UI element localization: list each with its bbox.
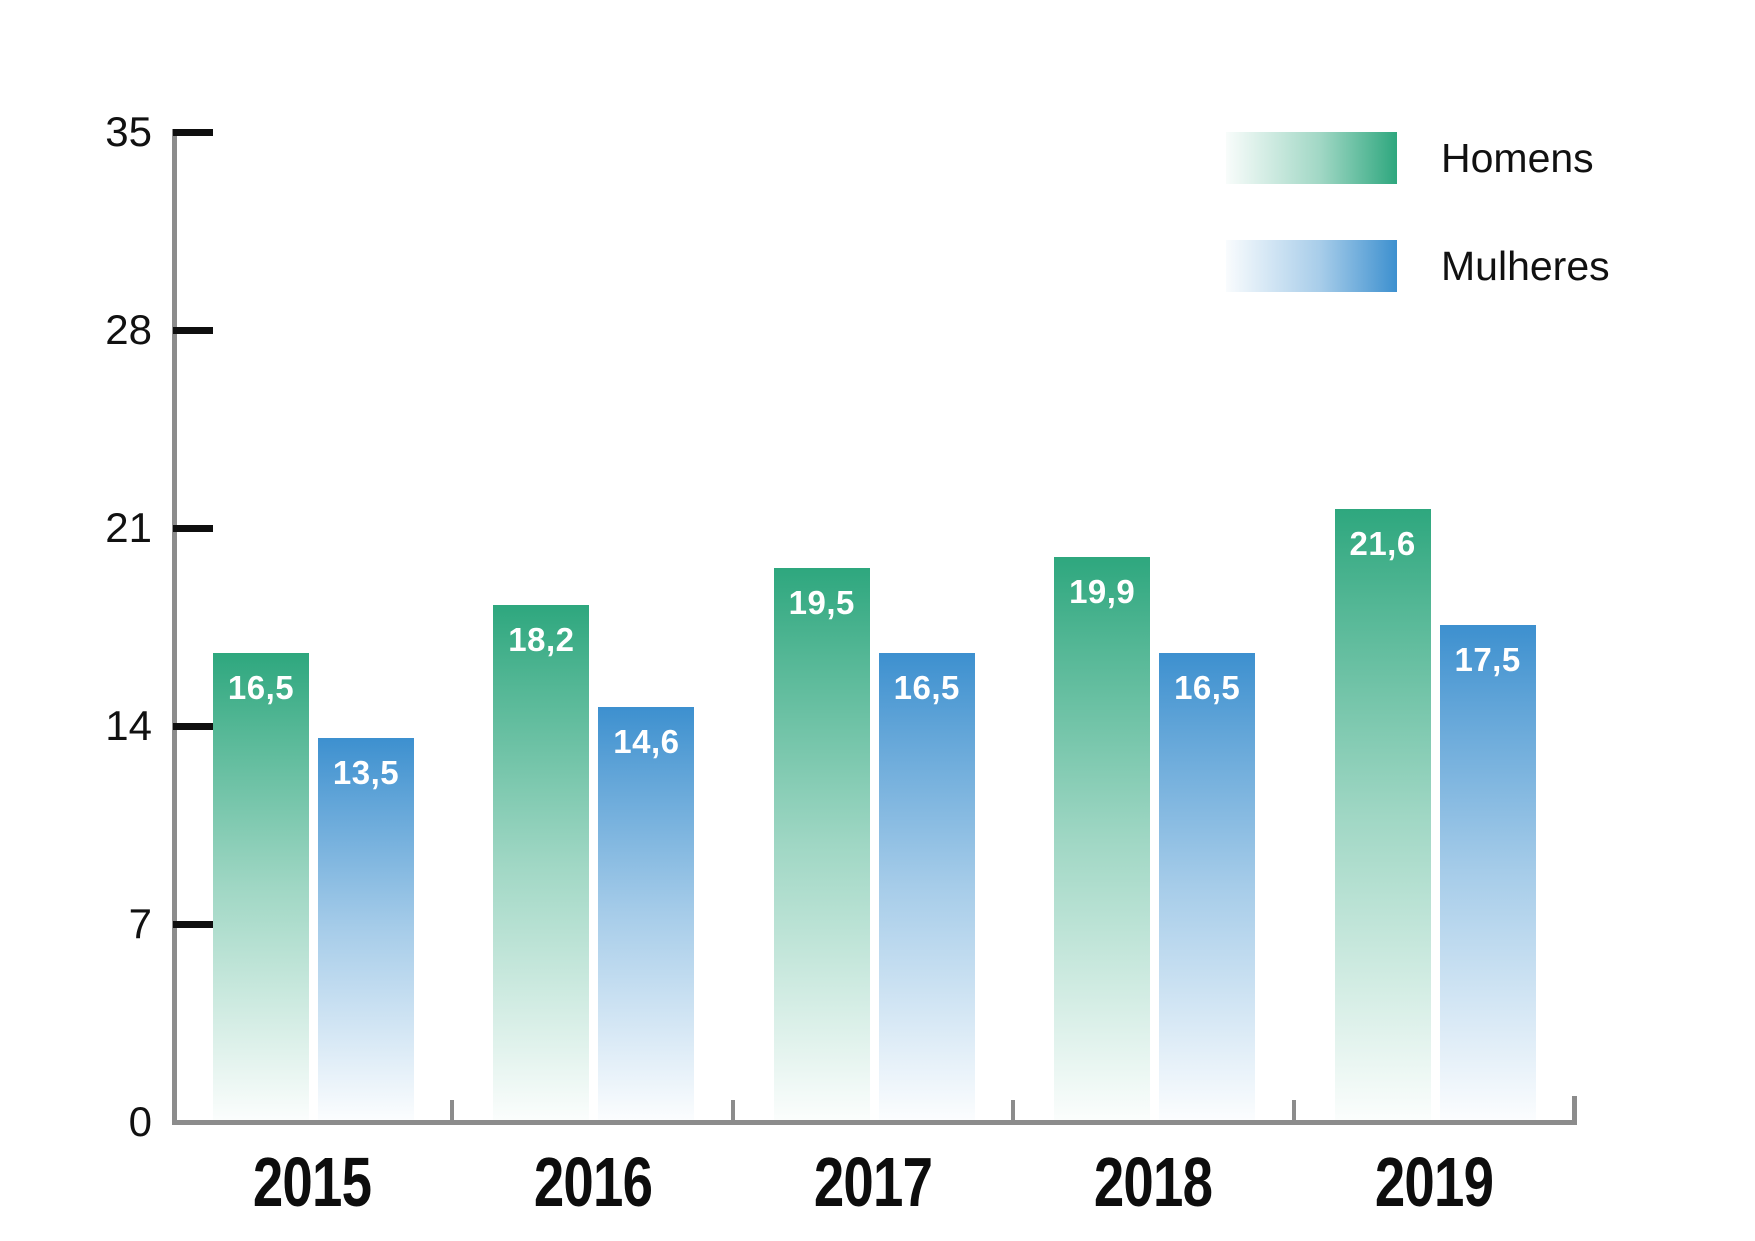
y-tick-label: 21 xyxy=(105,504,152,551)
x-axis-separator-tick xyxy=(1011,1100,1016,1122)
y-tick-mark xyxy=(173,128,213,136)
bar-value-label: 16,5 xyxy=(893,669,960,707)
bar-mulheres-2018: 16,5 xyxy=(1159,653,1256,1120)
x-axis-label-2017: 2017 xyxy=(813,1143,933,1221)
bar-value-label: 13,5 xyxy=(332,754,400,792)
y-tick-label: 14 xyxy=(105,702,152,749)
bar-mulheres-2017: 16,5 xyxy=(878,653,975,1120)
bar-mulheres-2016: 14,6 xyxy=(598,707,695,1120)
bar-homens-2015: 16,5 xyxy=(213,653,309,1120)
y-tick-mark xyxy=(173,326,213,334)
bar-value-label: 17,5 xyxy=(1454,641,1521,678)
legend-swatch-mulheres xyxy=(1226,240,1397,292)
x-axis-separator-tick xyxy=(1291,1100,1296,1122)
bar-homens-2019: 21,6 xyxy=(1334,509,1431,1120)
x-axis-label-2018: 2018 xyxy=(1094,1143,1213,1221)
y-tick-label: 28 xyxy=(105,306,152,353)
x-axis-label-2016: 2016 xyxy=(533,1143,652,1221)
legend-swatch-homens xyxy=(1226,132,1397,184)
bar-value-label: 21,6 xyxy=(1349,525,1416,563)
bar-value-label: 14,6 xyxy=(613,723,680,761)
y-tick-mark xyxy=(173,524,213,532)
y-tick-label: 7 xyxy=(128,900,152,947)
y-tick-mark xyxy=(173,722,213,730)
bar-value-label: 18,2 xyxy=(508,621,575,659)
x-axis-line xyxy=(172,1120,1577,1125)
x-axis-separator-tick xyxy=(730,1100,735,1122)
x-axis-label-2019: 2019 xyxy=(1374,1143,1494,1221)
legend-item-mulheres: Mulheres xyxy=(1226,240,1610,292)
x-axis-label-2015: 2015 xyxy=(253,1143,372,1221)
bar-value-label: 16,5 xyxy=(227,669,295,707)
bar-homens-2016: 18,2 xyxy=(493,605,590,1120)
legend-item-homens: Homens xyxy=(1226,132,1594,184)
y-tick-label: 35 xyxy=(105,108,152,155)
y-tick-label: 0 xyxy=(128,1098,152,1145)
y-axis-line xyxy=(172,129,177,1123)
bar-homens-2018: 19,9 xyxy=(1054,557,1151,1120)
legend-label-homens: Homens xyxy=(1441,134,1594,181)
bar-value-label: 16,5 xyxy=(1174,669,1241,707)
bar-mulheres-2019: 17,5 xyxy=(1439,625,1536,1120)
x-axis-separator-tick xyxy=(450,1100,455,1122)
y-tick-mark xyxy=(173,920,213,928)
legend-label-mulheres: Mulheres xyxy=(1441,242,1610,289)
x-axis-end-tick xyxy=(1572,1096,1577,1122)
bar-mulheres-2015: 13,5 xyxy=(318,738,414,1120)
bar-homens-2017: 19,5 xyxy=(773,568,870,1120)
bar-value-label: 19,5 xyxy=(788,584,855,622)
bar-value-label: 19,9 xyxy=(1069,573,1136,611)
